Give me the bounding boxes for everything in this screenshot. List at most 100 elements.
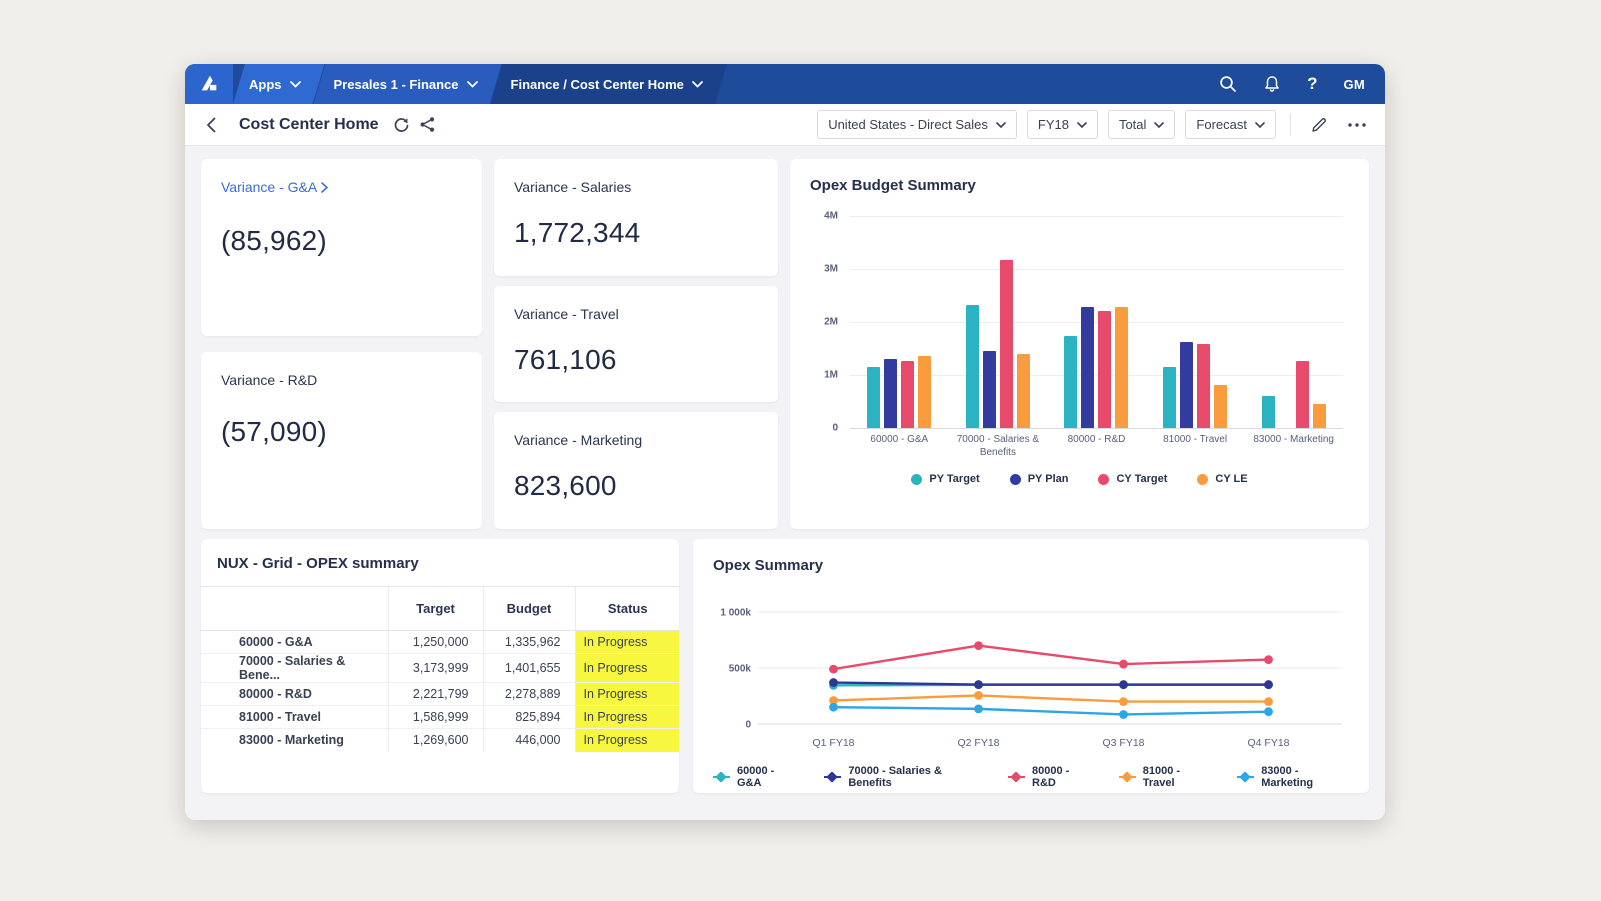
bar-cy-target[interactable]: [1197, 344, 1211, 428]
table-row[interactable]: 81000 - Travel 1,586,999 825,894 In Progres…: [201, 705, 679, 729]
status-cell[interactable]: In Progress: [574, 682, 679, 706]
table-cell[interactable]: 81000 - Travel: [201, 705, 388, 729]
line-chart-title: Opex Summary: [713, 557, 824, 574]
table-cell[interactable]: 60000 - G&A: [239, 635, 313, 649]
user-avatar[interactable]: GM: [1343, 77, 1365, 92]
data-point[interactable]: [829, 702, 838, 712]
selector-region[interactable]: United States - Direct Sales: [817, 110, 1017, 139]
data-point[interactable]: [1264, 655, 1273, 664]
refresh-icon[interactable]: [389, 112, 415, 138]
table-cell[interactable]: 1,586,999: [387, 705, 483, 729]
help-icon[interactable]: ?: [1307, 74, 1317, 94]
line-series-70000---salaries-&-benefits[interactable]: [833, 681, 1269, 686]
table-cell[interactable]: 3,173,999: [387, 653, 483, 683]
data-point[interactable]: [1119, 710, 1128, 719]
table-cell[interactable]: 80000 - R&D: [201, 682, 388, 706]
bar-py-plan[interactable]: [982, 351, 996, 428]
table-cell[interactable]: 446,000: [482, 728, 575, 752]
search-icon[interactable]: [1219, 75, 1237, 93]
bar-py-target[interactable]: [1163, 367, 1177, 428]
table-row[interactable]: 70000 - Salaries & Bene... 3,173,999 1,401…: [201, 653, 679, 683]
nav-actions: ? GM: [1219, 64, 1385, 104]
legend-item[interactable]: PY Target: [911, 473, 980, 485]
table-cell[interactable]: 1,269,600: [387, 728, 483, 752]
app-window: Apps Presales 1 - Finance Finance / Cost…: [185, 64, 1385, 820]
bar-cy-le[interactable]: [1016, 353, 1030, 428]
selector-version[interactable]: Forecast: [1185, 110, 1276, 139]
chevron-down-icon: [1077, 121, 1087, 128]
selector-total[interactable]: Total: [1107, 110, 1176, 139]
kpi-gna-title-link[interactable]: Variance - G&A: [221, 179, 329, 195]
status-cell[interactable]: In Progress: [574, 653, 679, 683]
table-cell[interactable]: 825,894: [482, 705, 575, 729]
bar-py-target[interactable]: [867, 367, 881, 428]
table-row[interactable]: 80000 - R&D 2,221,799 2,278,889 In Progress: [201, 682, 679, 706]
data-point[interactable]: [829, 696, 838, 705]
table-cell[interactable]: 70000 - Salaries & Bene...: [201, 653, 388, 683]
bar-cy-le[interactable]: [1115, 307, 1129, 428]
legend-item[interactable]: 81000 - Travel: [1118, 765, 1211, 789]
table-cell[interactable]: 1,250,000: [387, 630, 483, 654]
kpi-salaries-value: 1,772,344: [514, 217, 641, 248]
legend-item[interactable]: CY LE: [1197, 473, 1248, 485]
table-cell[interactable]: 2,278,889: [482, 682, 575, 706]
data-point[interactable]: [829, 678, 838, 687]
table-cell[interactable]: 1,335,962: [482, 630, 575, 654]
data-point[interactable]: [1264, 697, 1273, 706]
bar-py-target[interactable]: [965, 305, 979, 428]
y-tick-label: 0: [745, 720, 751, 731]
table-header-budget[interactable]: Budget: [482, 586, 575, 631]
legend-item[interactable]: PY Plan: [1009, 473, 1068, 485]
bar-py-plan[interactable]: [884, 359, 898, 428]
more-options-icon[interactable]: [1343, 111, 1371, 139]
legend-item[interactable]: 83000 - Marketing: [1237, 765, 1349, 789]
bar-cy-target[interactable]: [999, 260, 1013, 428]
anaplan-logo[interactable]: [185, 64, 233, 104]
status-cell[interactable]: In Progress: [574, 630, 679, 654]
edit-pencil-icon[interactable]: [1305, 111, 1333, 139]
notifications-bell-icon[interactable]: [1263, 75, 1281, 93]
table-cell[interactable]: 83000 - Marketing: [201, 728, 388, 752]
table-header-status[interactable]: Status: [574, 586, 679, 631]
back-button[interactable]: [197, 111, 225, 139]
table-row[interactable]: 83000 - Marketing 1,269,600 446,000 In Prog…: [201, 728, 679, 752]
data-point[interactable]: [1119, 680, 1128, 689]
share-icon[interactable]: [415, 112, 441, 138]
bar-cy-target[interactable]: [1295, 360, 1309, 428]
breadcrumb-apps[interactable]: Apps: [233, 64, 325, 104]
legend-item[interactable]: CY Target: [1098, 473, 1167, 485]
line-series-81000---travel[interactable]: [833, 694, 1269, 703]
table-row[interactable]: 60000 - G&A 1,250,000 1,335,962 In Progress: [201, 630, 679, 654]
table-cell[interactable]: 2,221,799: [387, 682, 483, 706]
bar-py-plan[interactable]: [1081, 307, 1095, 428]
data-point[interactable]: [1119, 659, 1128, 669]
bar-py-target[interactable]: [1064, 336, 1078, 428]
data-point[interactable]: [1119, 697, 1128, 706]
selector-fiscal-year[interactable]: FY18: [1026, 110, 1098, 139]
data-point[interactable]: [974, 680, 983, 689]
bar-cy-le[interactable]: [1214, 385, 1228, 428]
legend-item[interactable]: 70000 - Salaries & Benefits: [824, 765, 982, 789]
status-cell[interactable]: In Progress: [574, 728, 679, 752]
line-series-80000---r&d[interactable]: [833, 644, 1269, 671]
bar-py-target[interactable]: [1261, 396, 1275, 428]
bar-cy-le[interactable]: [1312, 404, 1326, 428]
breadcrumb-workspace[interactable]: Presales 1 - Finance: [314, 64, 502, 104]
bar-py-plan[interactable]: [1180, 342, 1194, 428]
bar-cy-le[interactable]: [918, 356, 932, 428]
legend-item[interactable]: 60000 - G&A: [713, 765, 798, 789]
breadcrumb-current-page[interactable]: Finance / Cost Center Home: [491, 64, 727, 104]
data-point[interactable]: [829, 664, 838, 674]
legend-item[interactable]: 80000 - R&D: [1008, 765, 1093, 789]
status-cell[interactable]: In Progress: [574, 705, 679, 729]
table-cell[interactable]: 1,401,655: [482, 653, 575, 683]
data-point[interactable]: [974, 704, 983, 714]
data-point[interactable]: [1264, 680, 1273, 689]
data-point[interactable]: [1264, 707, 1273, 717]
bar-cy-target[interactable]: [901, 360, 915, 428]
data-point[interactable]: [974, 691, 983, 700]
line-series-83000---marketing[interactable]: [833, 706, 1269, 716]
table-header-target[interactable]: Target: [387, 586, 483, 631]
bar-cy-target[interactable]: [1098, 311, 1112, 428]
data-point[interactable]: [974, 641, 983, 650]
